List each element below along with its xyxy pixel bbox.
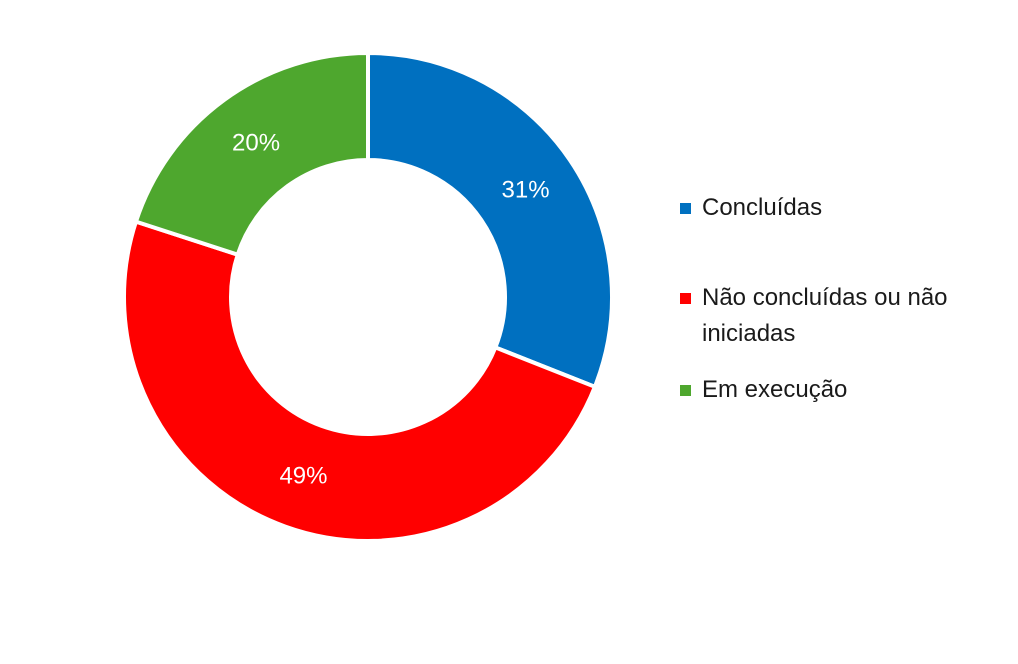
- slice-nao-concluidas: [122, 219, 598, 543]
- legend-swatch-em-execucao: [680, 385, 691, 396]
- data-label-em-execucao: 20%: [232, 129, 280, 156]
- data-labels: 31% 49% 20%: [232, 129, 550, 489]
- legend-label-nao-concluidas: Não concluídas ou não iniciadas: [702, 284, 948, 347]
- legend-label-concluidas: Concluídas: [702, 194, 823, 221]
- slice-em-execucao: [133, 50, 370, 258]
- data-label-concluidas: 31%: [502, 176, 550, 203]
- slices: [122, 50, 614, 543]
- donut-chart: 31% 49% 20%: [122, 50, 614, 543]
- legend-label-em-execucao: Em execução: [702, 376, 848, 403]
- slice-concluidas: [366, 50, 614, 390]
- legend-swatch-nao-concluidas: [680, 293, 691, 304]
- legend-item-em-execucao: Em execução: [680, 372, 990, 408]
- data-label-nao-concluidas: 49%: [279, 463, 327, 490]
- legend-item-concluidas: Concluídas: [680, 190, 990, 226]
- legend-item-nao-concluidas: Não concluídas ou não iniciadas: [680, 280, 990, 352]
- legend-swatch-concluidas: [680, 203, 691, 214]
